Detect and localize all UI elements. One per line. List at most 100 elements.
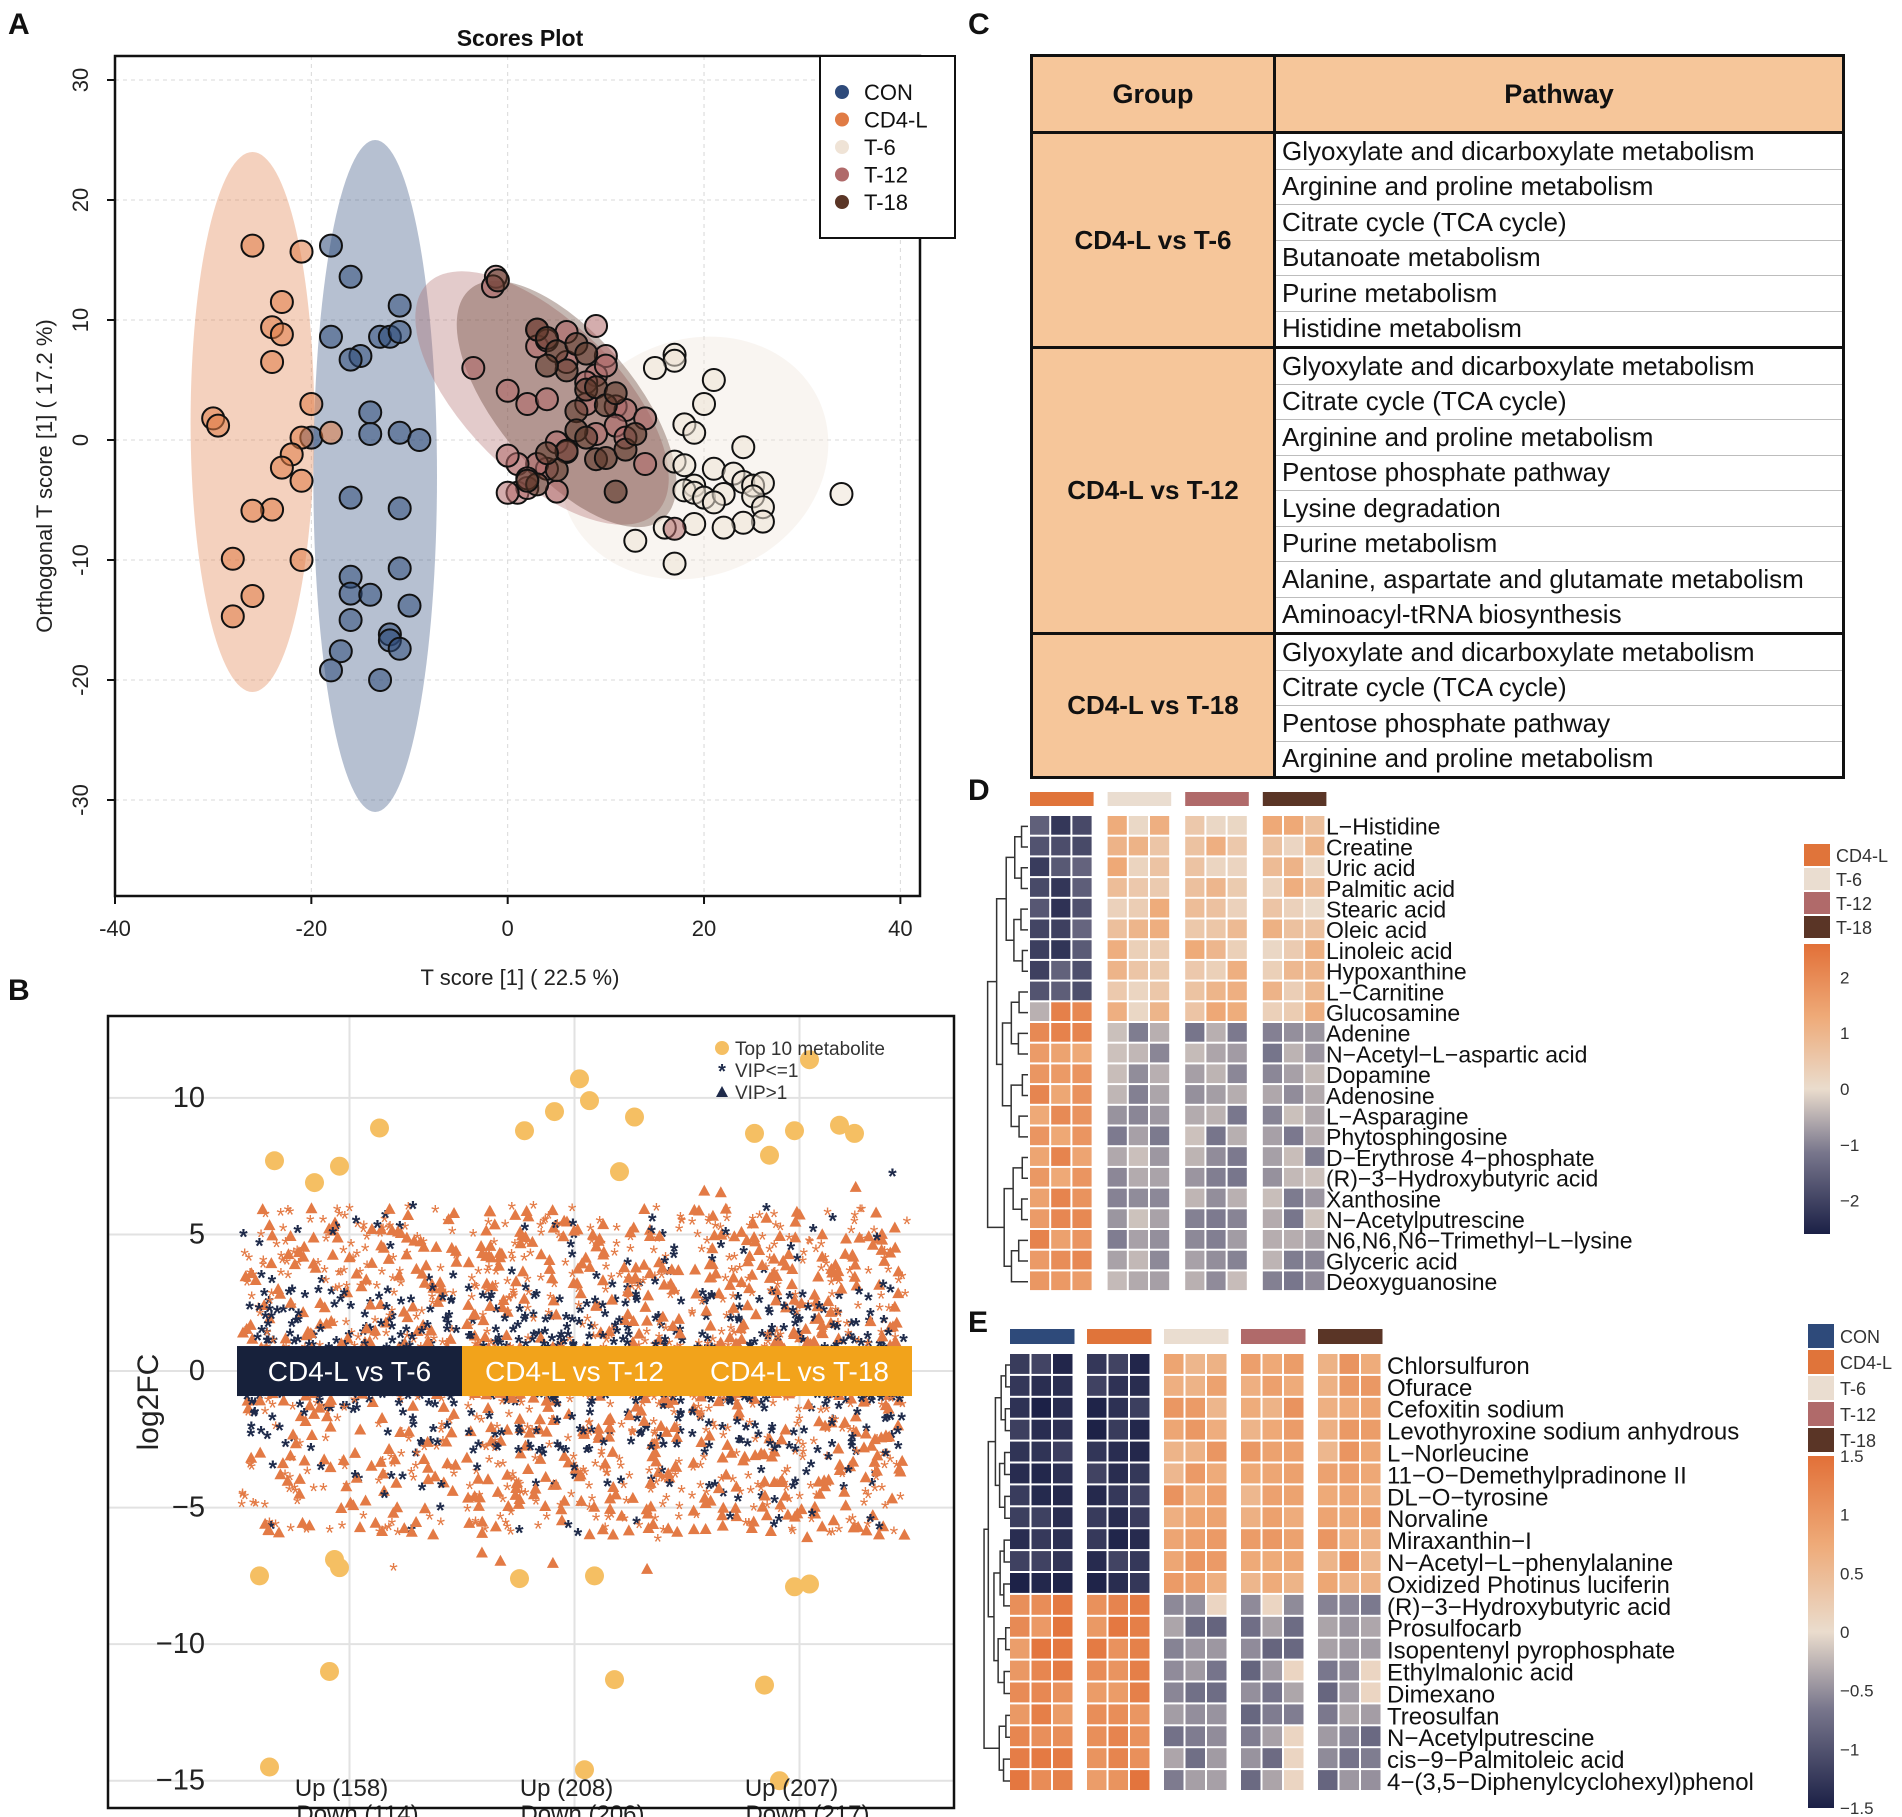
heatmap-cell	[1072, 898, 1092, 918]
point-vip-gt1: *	[794, 1432, 803, 1457]
point-vip-gt1: *	[437, 1513, 446, 1538]
point-T-6	[672, 453, 697, 478]
heatmap-cell	[1051, 1105, 1071, 1125]
heatmap-cell	[1185, 1770, 1205, 1790]
point-vip-gt1: *	[822, 1400, 831, 1425]
point-vip-le1: *	[657, 1316, 666, 1341]
point-vip-gt1: *	[380, 1210, 389, 1235]
point-vip-gt1	[788, 1510, 801, 1522]
y-tick-label: 0	[189, 1355, 205, 1387]
point-vip-le1: *	[553, 1411, 562, 1436]
point-vip-gt1: *	[471, 1512, 480, 1537]
point-vip-gt1	[430, 1240, 443, 1252]
point-vip-gt1	[558, 1449, 571, 1461]
point-vip-gt1: *	[477, 1411, 486, 1436]
heatmap-cell	[1150, 857, 1170, 877]
point-vip-le1: *	[423, 1316, 432, 1341]
point-T-6	[682, 512, 707, 536]
point-vip-gt1: *	[347, 1235, 356, 1260]
point-vip-gt1: *	[788, 1385, 797, 1410]
point-vip-le1: *	[535, 1442, 544, 1467]
point-vip-gt1	[846, 1248, 859, 1260]
point-vip-gt1	[449, 1244, 462, 1256]
panel-label-b: B	[8, 974, 30, 1007]
point-vip-le1: *	[886, 1280, 895, 1305]
point-vip-gt1	[422, 1473, 435, 1485]
heatmap-cell	[1227, 857, 1247, 877]
point-vip-gt1: *	[651, 1422, 660, 1447]
point-vip-le1: *	[520, 1309, 529, 1334]
point-vip-le1: *	[487, 1286, 496, 1311]
heatmap-cell	[1107, 960, 1127, 980]
point-vip-gt1	[493, 1246, 506, 1258]
point-vip-gt1: *	[279, 1219, 288, 1244]
point-vip-gt1: *	[545, 1435, 554, 1460]
point-vip-gt1: *	[723, 1227, 732, 1252]
heatmap-cell	[1107, 1023, 1127, 1042]
point-vip-gt1	[624, 1226, 637, 1238]
point-vip-le1: *	[701, 1292, 710, 1317]
heatmap-cell	[1108, 1354, 1128, 1374]
pathway-cell: Glyoxylate and dicarboxylate metabolism	[1273, 347, 1845, 384]
point-vip-le1: *	[835, 1396, 844, 1421]
point-vip-gt1: *	[705, 1209, 714, 1234]
point-vip-gt1	[496, 1301, 509, 1313]
heatmap-cell	[1087, 1507, 1107, 1528]
heatmap-cell	[1262, 1573, 1282, 1593]
point-vip-gt1	[326, 1248, 339, 1260]
legend-marker-CD4-L	[835, 112, 849, 127]
point-vip-le1: *	[598, 1327, 607, 1352]
row-label: Cefoxitin sodium	[1387, 1397, 1564, 1424]
point-vip-gt1	[621, 1285, 634, 1297]
pathway-cell: Arginine and proline metabolism	[1273, 740, 1845, 779]
heatmap-cell	[1361, 1748, 1381, 1769]
point-vip-gt1: *	[585, 1477, 594, 1502]
legend-label-CD4-L: CD4-L	[1840, 1353, 1892, 1373]
heatmap-cell	[1318, 1748, 1338, 1769]
point-vip-gt1: *	[671, 1466, 680, 1491]
heatmap-cell	[1262, 1126, 1282, 1146]
dendrogram-branch	[994, 1397, 1002, 1487]
heatmap-cell	[1108, 1704, 1128, 1725]
heatmap-cell	[1087, 1463, 1107, 1484]
point-vip-gt1: *	[331, 1279, 340, 1304]
point-vip-le1: *	[450, 1394, 459, 1419]
row-label: Hypoxanthine	[1326, 959, 1467, 985]
heatmap-cell	[1262, 1726, 1282, 1747]
heatmap-cell	[1284, 1085, 1304, 1104]
point-vip-gt1	[873, 1528, 886, 1540]
point-vip-gt1: *	[340, 1261, 349, 1286]
point-vip-gt1: *	[654, 1461, 663, 1486]
point-vip-le1: *	[845, 1327, 854, 1352]
point-vip-le1: *	[852, 1442, 861, 1467]
heatmap-cell	[1087, 1704, 1107, 1725]
point-vip-gt1	[323, 1395, 336, 1407]
point-vip-gt1: *	[293, 1492, 302, 1517]
point-vip-gt1	[479, 1330, 492, 1342]
point-vip-gt1: *	[817, 1259, 826, 1284]
point-vip-gt1	[889, 1241, 902, 1253]
point-vip-gt1: *	[773, 1322, 782, 1347]
point-vip-le1: *	[642, 1416, 651, 1441]
point-vip-gt1: *	[254, 1298, 263, 1323]
point-T-6	[731, 510, 756, 535]
row-label: Creatine	[1326, 834, 1413, 860]
point-vip-gt1: *	[534, 1517, 543, 1542]
color-scale-tick: 2	[1840, 968, 1849, 987]
point-vip-gt1: *	[639, 1394, 648, 1419]
point-vip-le1: *	[396, 1325, 405, 1350]
point-vip-gt1: *	[776, 1326, 785, 1351]
heatmap-cell	[1150, 1043, 1170, 1063]
color-scale-tick: −1.5	[1840, 1799, 1874, 1817]
point-vip-le1: *	[587, 1317, 596, 1342]
pathway-cell: Pentose phosphate pathway	[1273, 705, 1845, 741]
heatmap-cell	[1227, 1271, 1247, 1291]
heatmap-cell	[1072, 1167, 1092, 1187]
point-vip-le1: *	[383, 1281, 392, 1306]
heatmap-cell	[1318, 1463, 1338, 1484]
point-vip-gt1	[558, 1494, 571, 1506]
point-vip-gt1	[284, 1296, 297, 1308]
point-vip-gt1: *	[601, 1518, 610, 1543]
heatmap-cell	[1010, 1616, 1030, 1637]
heatmap-cell	[1010, 1573, 1030, 1593]
